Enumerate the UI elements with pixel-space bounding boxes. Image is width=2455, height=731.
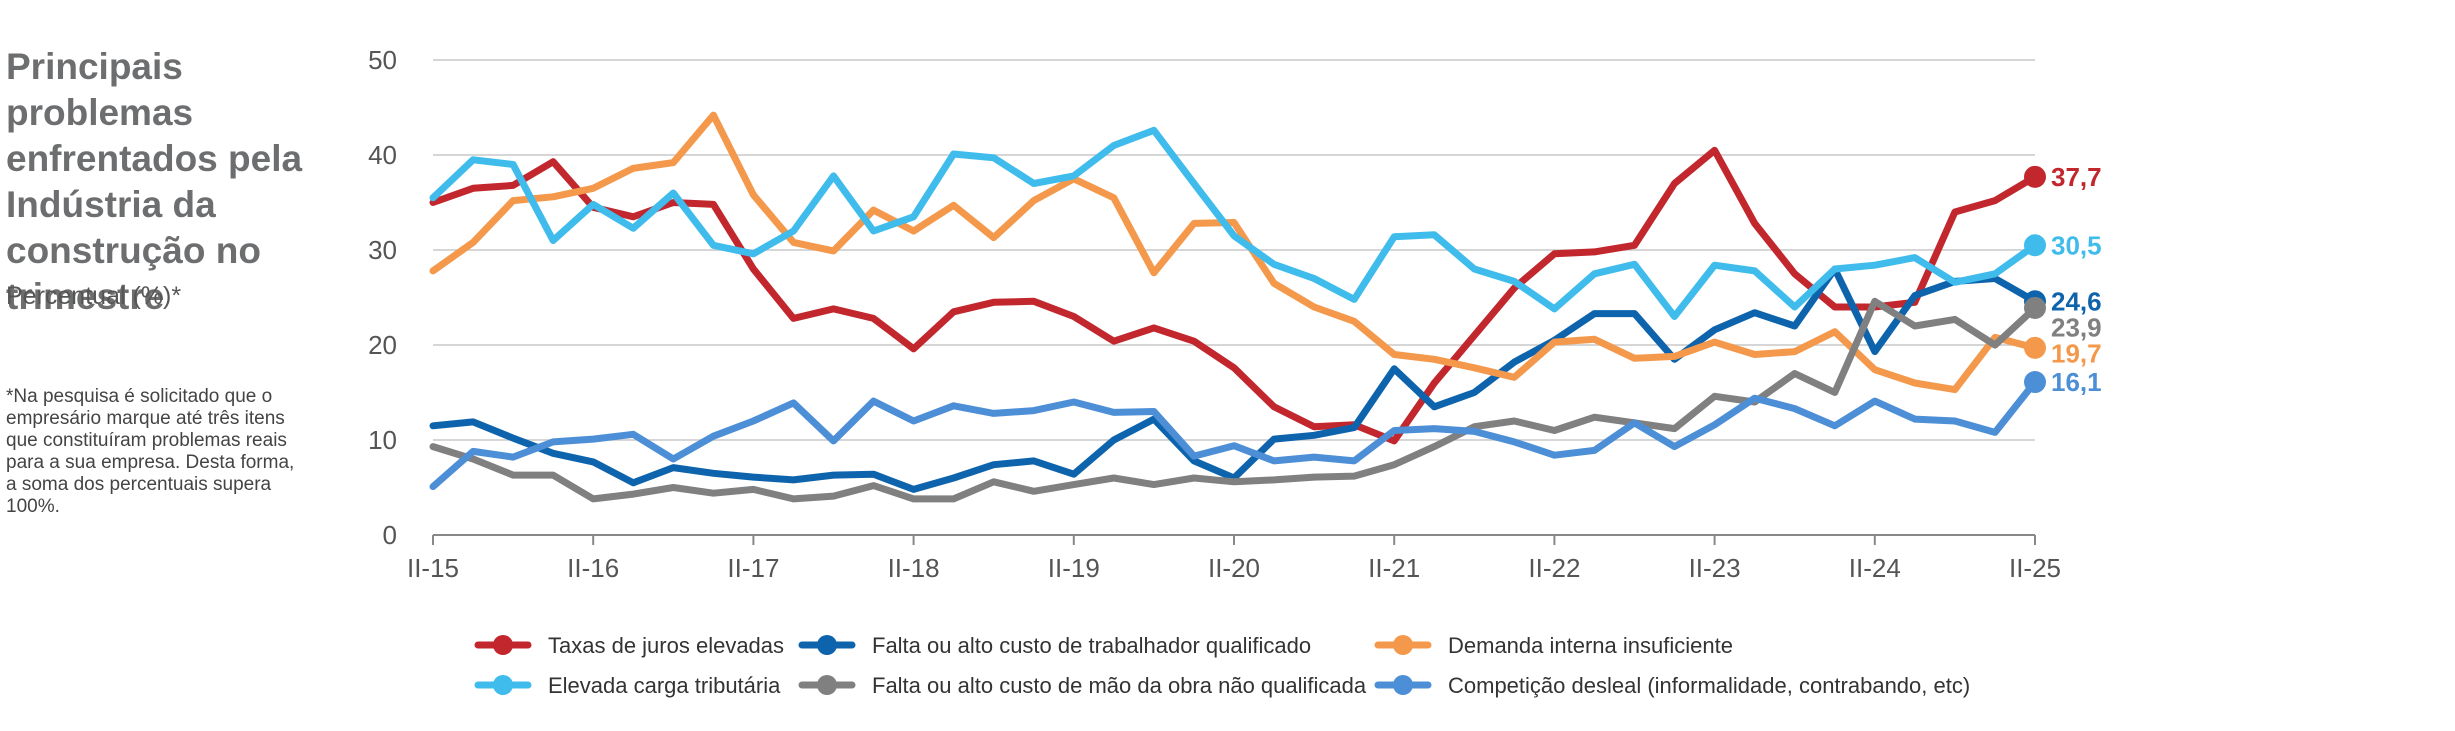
x-tick-label: II-24 [1849, 553, 1901, 583]
grid-layer: 0 10 20 30 40 50 II-15 II-16 II-17 II-18 II-19 II-2… [368, 45, 2061, 583]
series-line [429, 111, 2039, 394]
y-tick-label: 10 [368, 425, 397, 455]
series-line [429, 265, 2039, 493]
series-end-label: 37,7 [2051, 162, 2102, 192]
y-tick-label: 0 [383, 520, 397, 550]
series-line [429, 297, 2039, 503]
legend-label: Falta ou alto custo de mão da obra não q… [872, 673, 1367, 698]
series-end-marker [2024, 165, 2046, 188]
x-tick-label: II-20 [1208, 553, 1260, 583]
series-end-marker [2024, 234, 2046, 257]
series-line [429, 146, 2039, 445]
legend-entry: Falta ou alto custo de mão da obra não q… [798, 673, 1367, 698]
legend-swatch-marker [493, 675, 513, 695]
legend-entry: Demanda interna insuficiente [1374, 633, 1733, 658]
series-end-marker [2024, 296, 2046, 319]
legend-label: Taxas de juros elevadas [548, 633, 784, 658]
series-end-label: 23,9 [2051, 312, 2102, 342]
legend-entry: Falta ou alto custo de trabalhador quali… [798, 633, 1311, 658]
y-tick-label: 50 [368, 45, 397, 75]
legend-entry: Competição desleal (informalidade, contr… [1374, 673, 1970, 698]
legend-label: Elevada carga tributária [548, 673, 781, 698]
series-end-label: 19,7 [2051, 338, 2102, 368]
footnote: *Na pesquisa é solicitado que o empresár… [6, 386, 295, 517]
x-tick-label: II-19 [1048, 553, 1100, 583]
x-tick-label: II-23 [1689, 553, 1741, 583]
y-tick-label: 30 [368, 235, 397, 265]
x-tick-label: II-15 [407, 553, 459, 583]
legend-swatch-marker [493, 635, 513, 655]
chart-subtitle: Percentual (%)* [6, 282, 182, 310]
y-tick-label: 40 [368, 140, 397, 170]
y-tick-label: 20 [368, 330, 397, 360]
chart-title: Principais problemas enfrentados pela In… [6, 46, 303, 317]
legend-swatch-marker [1393, 675, 1413, 695]
series-end-marker [2024, 371, 2046, 394]
x-tick-label: II-18 [888, 553, 940, 583]
label-layer: 37,7 30,5 24,623,919,716,1 [2051, 162, 2102, 397]
x-tick-label: II-22 [1528, 553, 1580, 583]
legend-label: Demanda interna insuficiente [1448, 633, 1733, 658]
series-line [429, 126, 2039, 320]
legend-label: Falta ou alto custo de trabalhador quali… [872, 633, 1311, 658]
legend-label: Competição desleal (informalidade, contr… [1448, 673, 1970, 698]
legend-swatch-marker [817, 675, 837, 695]
series-end-marker [2024, 336, 2046, 359]
series-end-label: 24,6 [2051, 286, 2102, 316]
x-tick-label: II-21 [1368, 553, 1420, 583]
series-line [429, 378, 2039, 491]
legend-entry: Elevada carga tributária [474, 673, 781, 698]
series-end-label: 30,5 [2051, 230, 2102, 260]
x-tick-label: II-16 [567, 553, 619, 583]
legend-swatch-marker [817, 635, 837, 655]
x-tick-label: II-25 [2009, 553, 2061, 583]
x-tick-label: II-17 [727, 553, 779, 583]
legend-swatch-marker [1393, 635, 1413, 655]
legend: Taxas de juros elevadas Falta ou alto cus… [474, 633, 1970, 698]
series-layer [429, 111, 2046, 503]
series-end-label: 16,1 [2051, 367, 2102, 397]
legend-entry: Taxas de juros elevadas [474, 633, 784, 658]
